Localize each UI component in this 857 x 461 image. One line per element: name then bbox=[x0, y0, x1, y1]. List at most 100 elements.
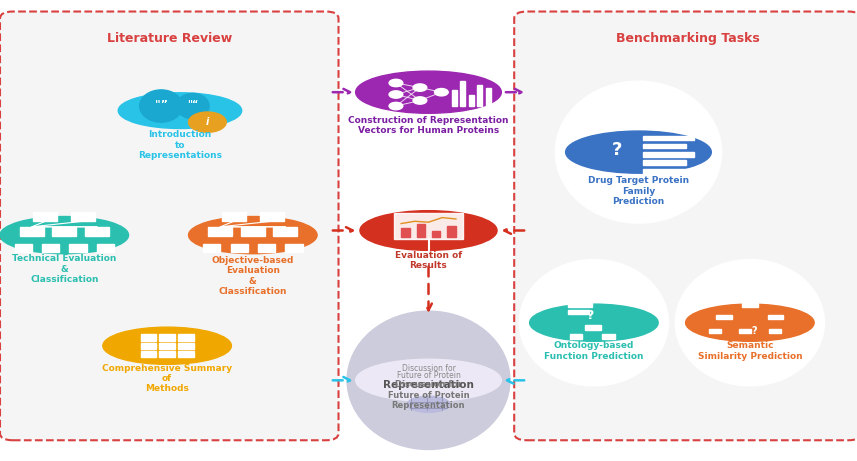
Bar bbox=[141, 351, 156, 357]
Bar bbox=[401, 228, 410, 237]
Bar bbox=[222, 212, 246, 221]
Bar bbox=[716, 315, 732, 319]
Circle shape bbox=[413, 97, 427, 104]
Ellipse shape bbox=[360, 211, 497, 250]
Text: Discussion for
Future of Protein
Representation: Discussion for Future of Protein Represe… bbox=[387, 380, 470, 410]
Circle shape bbox=[389, 102, 403, 110]
Bar bbox=[69, 244, 87, 252]
Circle shape bbox=[413, 84, 427, 91]
Text: Literature Review: Literature Review bbox=[106, 32, 232, 45]
Bar bbox=[178, 334, 194, 341]
Bar bbox=[208, 227, 232, 236]
Circle shape bbox=[389, 79, 403, 87]
Bar bbox=[477, 85, 482, 106]
Bar bbox=[557, 345, 566, 349]
Text: Benchmarking Tasks: Benchmarking Tasks bbox=[616, 32, 759, 45]
Bar bbox=[141, 343, 156, 349]
Bar bbox=[643, 169, 694, 173]
Text: Evaluation of
Results: Evaluation of Results bbox=[395, 251, 462, 271]
Text: Semantic
Similarity Prediction: Semantic Similarity Prediction bbox=[698, 341, 802, 361]
Bar bbox=[742, 302, 758, 307]
Text: ?: ? bbox=[752, 326, 757, 336]
Ellipse shape bbox=[103, 327, 231, 364]
Bar bbox=[52, 227, 76, 236]
Bar bbox=[568, 310, 589, 314]
Circle shape bbox=[389, 91, 403, 98]
Text: Construction of Representation
Vectors for Human Proteins: Construction of Representation Vectors f… bbox=[348, 116, 509, 135]
Bar bbox=[285, 244, 303, 252]
Text: "”: "” bbox=[154, 100, 168, 110]
FancyBboxPatch shape bbox=[0, 12, 339, 440]
Bar bbox=[417, 224, 425, 237]
Bar bbox=[585, 325, 601, 330]
Text: Ontology-based
Function Prediction: Ontology-based Function Prediction bbox=[544, 341, 644, 361]
Text: "“: "“ bbox=[187, 100, 199, 110]
Bar bbox=[643, 160, 686, 165]
Bar bbox=[159, 334, 175, 341]
Bar bbox=[602, 334, 614, 339]
Text: Technical Evaluation
&
Classification: Technical Evaluation & Classification bbox=[12, 254, 117, 284]
Bar bbox=[447, 226, 456, 237]
Text: Comprehensive Summary
of
Methods: Comprehensive Summary of Methods bbox=[102, 364, 232, 394]
Text: ?: ? bbox=[612, 141, 622, 159]
Bar bbox=[159, 343, 175, 349]
Ellipse shape bbox=[686, 304, 814, 341]
Bar bbox=[460, 81, 465, 106]
Bar bbox=[452, 90, 457, 106]
Bar bbox=[97, 244, 114, 252]
FancyBboxPatch shape bbox=[514, 12, 857, 440]
Bar bbox=[71, 212, 95, 221]
Text: i: i bbox=[206, 117, 209, 127]
Bar bbox=[770, 329, 781, 333]
Text: Drug Target Protein
Family
Prediction: Drug Target Protein Family Prediction bbox=[588, 176, 689, 206]
Ellipse shape bbox=[347, 311, 510, 449]
Bar bbox=[710, 329, 721, 333]
Text: Future of Protein: Future of Protein bbox=[397, 371, 460, 380]
Bar bbox=[768, 315, 783, 319]
Bar bbox=[241, 227, 265, 236]
Bar bbox=[570, 334, 582, 339]
Text: Discussion for: Discussion for bbox=[402, 364, 455, 373]
Bar bbox=[469, 95, 474, 106]
Bar bbox=[231, 244, 248, 252]
Bar bbox=[486, 88, 491, 106]
Bar bbox=[643, 152, 694, 157]
Text: Objective-based
Evaluation
&
Classification: Objective-based Evaluation & Classificat… bbox=[212, 256, 294, 296]
Circle shape bbox=[434, 89, 448, 96]
Bar bbox=[203, 244, 220, 252]
Bar bbox=[159, 351, 175, 357]
Bar bbox=[20, 227, 44, 236]
Text: Introduction
to
Representations: Introduction to Representations bbox=[138, 130, 222, 160]
Bar bbox=[85, 227, 109, 236]
Ellipse shape bbox=[356, 71, 501, 113]
Ellipse shape bbox=[0, 217, 129, 254]
Text: Representation: Representation bbox=[383, 380, 474, 390]
Bar bbox=[615, 345, 625, 349]
Ellipse shape bbox=[118, 93, 242, 129]
Bar bbox=[643, 144, 686, 148]
Bar bbox=[643, 136, 694, 140]
Bar bbox=[260, 212, 284, 221]
Ellipse shape bbox=[530, 304, 658, 341]
Bar bbox=[42, 244, 59, 252]
Bar bbox=[568, 302, 592, 307]
Bar bbox=[258, 244, 275, 252]
Bar bbox=[33, 212, 57, 221]
Ellipse shape bbox=[140, 90, 183, 122]
Bar bbox=[15, 244, 32, 252]
Bar bbox=[178, 343, 194, 349]
Bar bbox=[432, 231, 440, 237]
Bar bbox=[178, 351, 194, 357]
Ellipse shape bbox=[519, 260, 668, 386]
Ellipse shape bbox=[407, 396, 450, 413]
Ellipse shape bbox=[177, 93, 209, 119]
Bar bbox=[598, 345, 608, 349]
Bar bbox=[394, 213, 463, 239]
Ellipse shape bbox=[675, 260, 824, 386]
Ellipse shape bbox=[189, 217, 317, 254]
Ellipse shape bbox=[555, 81, 722, 223]
Ellipse shape bbox=[566, 131, 711, 173]
Bar bbox=[273, 227, 297, 236]
Bar bbox=[740, 329, 751, 333]
Bar bbox=[581, 345, 590, 349]
